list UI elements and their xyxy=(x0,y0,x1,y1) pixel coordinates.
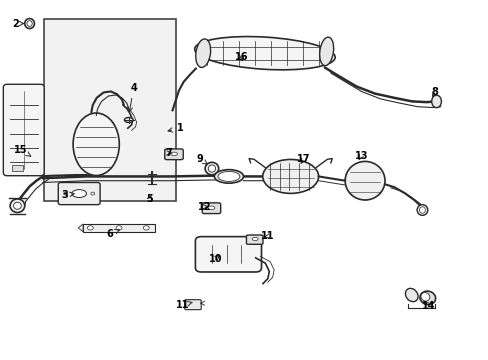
FancyBboxPatch shape xyxy=(164,149,183,159)
FancyBboxPatch shape xyxy=(58,183,100,204)
Text: 17: 17 xyxy=(297,154,310,164)
FancyBboxPatch shape xyxy=(246,235,263,244)
Ellipse shape xyxy=(124,117,133,122)
Text: 2: 2 xyxy=(13,18,23,28)
Ellipse shape xyxy=(194,37,334,70)
Text: 1: 1 xyxy=(168,123,183,133)
Ellipse shape xyxy=(218,171,240,181)
Ellipse shape xyxy=(87,226,93,230)
Text: 7: 7 xyxy=(165,148,172,158)
Ellipse shape xyxy=(14,202,21,209)
Polygon shape xyxy=(78,224,83,232)
Text: 5: 5 xyxy=(146,194,153,203)
Ellipse shape xyxy=(319,37,333,66)
Ellipse shape xyxy=(73,113,119,176)
Ellipse shape xyxy=(419,291,435,305)
Ellipse shape xyxy=(262,159,318,193)
Ellipse shape xyxy=(345,161,384,200)
Ellipse shape xyxy=(63,192,67,195)
Text: 8: 8 xyxy=(431,87,438,98)
Text: 13: 13 xyxy=(354,151,367,161)
Bar xyxy=(44,19,176,202)
Text: 12: 12 xyxy=(198,202,211,212)
Ellipse shape xyxy=(416,204,427,215)
Ellipse shape xyxy=(10,199,25,212)
Text: 16: 16 xyxy=(235,53,248,63)
Text: 14: 14 xyxy=(421,301,434,311)
Text: 3: 3 xyxy=(61,190,74,200)
FancyBboxPatch shape xyxy=(202,203,220,213)
Bar xyxy=(12,165,23,171)
Ellipse shape xyxy=(27,21,32,26)
Text: 10: 10 xyxy=(208,253,222,264)
Ellipse shape xyxy=(431,95,441,108)
FancyBboxPatch shape xyxy=(3,84,44,176)
Ellipse shape xyxy=(208,165,215,172)
Text: 6: 6 xyxy=(106,229,119,239)
Ellipse shape xyxy=(252,237,258,240)
Ellipse shape xyxy=(72,190,86,198)
Ellipse shape xyxy=(91,192,95,195)
Text: 4: 4 xyxy=(128,83,137,112)
Ellipse shape xyxy=(420,293,429,301)
Text: 11: 11 xyxy=(175,300,192,310)
Bar xyxy=(83,224,155,232)
Ellipse shape xyxy=(207,206,214,210)
Ellipse shape xyxy=(116,226,122,230)
Ellipse shape xyxy=(405,288,417,302)
Ellipse shape xyxy=(25,18,34,28)
FancyBboxPatch shape xyxy=(195,237,261,272)
Ellipse shape xyxy=(195,39,210,67)
Ellipse shape xyxy=(214,170,243,183)
Ellipse shape xyxy=(170,152,177,156)
FancyBboxPatch shape xyxy=(184,300,201,310)
Ellipse shape xyxy=(143,226,149,230)
Text: 11: 11 xyxy=(261,231,274,242)
Text: 15: 15 xyxy=(14,145,31,156)
Ellipse shape xyxy=(204,162,218,175)
Ellipse shape xyxy=(419,207,425,213)
Text: 9: 9 xyxy=(196,154,207,164)
